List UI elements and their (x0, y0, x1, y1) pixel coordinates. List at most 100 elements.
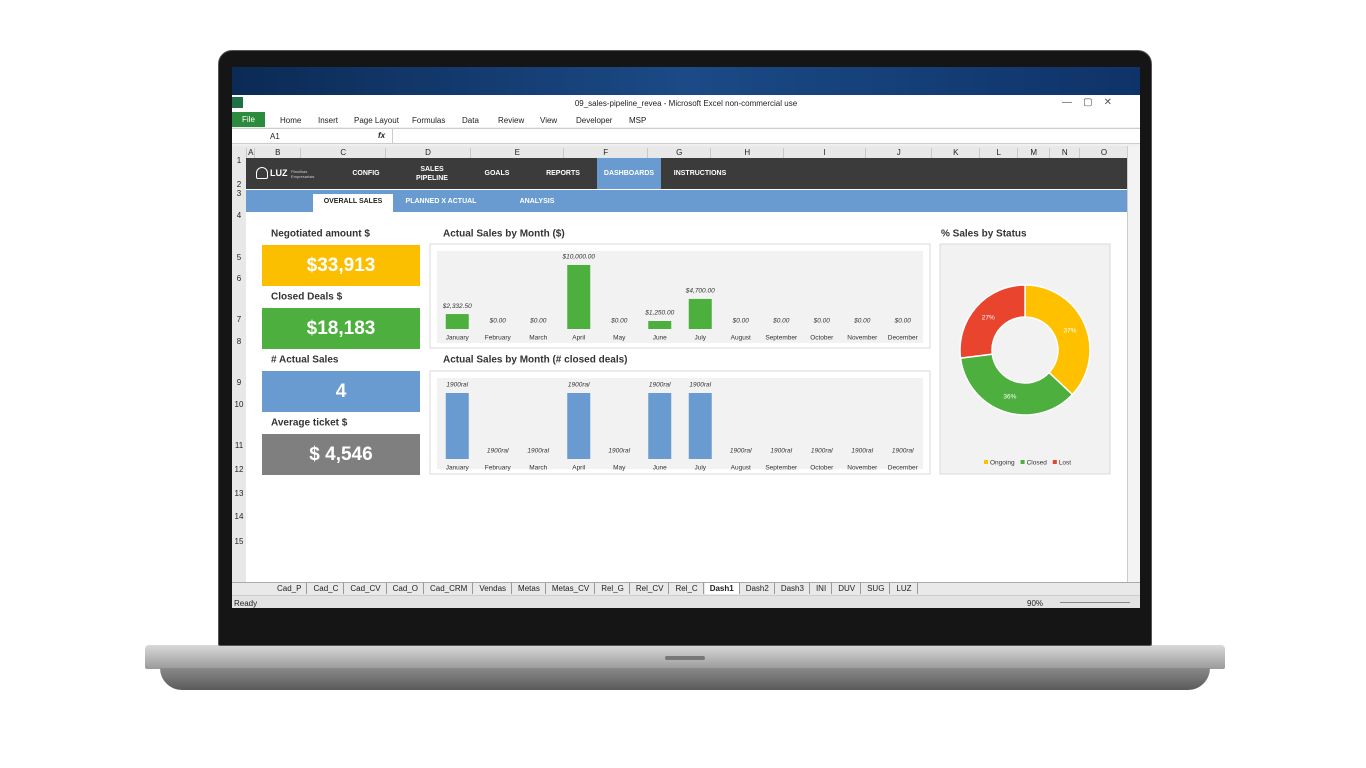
dashboard-nav: LUZ Planilhas Empresariais CONFIG SALES P… (246, 158, 1127, 189)
sheet-tab[interactable]: Cad_CRM (425, 583, 474, 594)
category-label: January (446, 335, 470, 342)
kpi-value: 4 (336, 381, 347, 402)
sheet-tab[interactable]: Dash2 (741, 583, 775, 594)
sheet-tab[interactable]: Cad_P (272, 583, 308, 594)
ribbon-tab[interactable]: Page Layout (354, 116, 399, 125)
nav-item[interactable]: GOALS (484, 170, 510, 177)
column-header: C (300, 148, 386, 158)
category-label: July (694, 335, 706, 342)
vertical-scrollbar[interactable] (1127, 146, 1140, 582)
row-header: 2 (236, 180, 242, 189)
sheet-tab[interactable]: INI (811, 583, 833, 594)
value-label: 1900ral (568, 382, 590, 389)
category-label: May (613, 465, 626, 472)
category-label: October (810, 335, 834, 342)
nav-item[interactable]: SALES PIPELINE (416, 165, 448, 182)
sheet-tab[interactable]: Metas (513, 583, 546, 594)
sheet-tab[interactable]: SUG (862, 583, 891, 594)
sheet-tab[interactable]: Rel_G (596, 583, 630, 594)
status-bar: Ready 90% (232, 595, 1140, 608)
row-header: 11 (234, 441, 244, 450)
category-label: July (694, 465, 706, 472)
sheet-tab[interactable]: Dash3 (776, 583, 810, 594)
subtab[interactable]: OVERALL SALES (313, 194, 393, 212)
chart-title: % Sales by Status (941, 229, 1027, 240)
value-label: $0.00 (489, 318, 507, 325)
title-bar: 09_sales-pipeline_revea - Microsoft Exce… (232, 95, 1140, 113)
sheet-tabs: Cad_P Cad_C Cad_CV Cad_O Cad_CRM Vendas Metas M… (232, 582, 1140, 595)
column-header: G (646, 148, 712, 158)
kpi-label: Average ticket $ (271, 418, 348, 429)
ribbon-tab[interactable]: View (540, 116, 558, 125)
row-header: 14 (234, 512, 244, 521)
value-label: $0.00 (529, 318, 547, 325)
category-label: November (847, 335, 878, 342)
sheet-tab[interactable]: DUV (833, 583, 862, 594)
nav-item[interactable]: CONFIG (352, 170, 380, 177)
value-label: $0.00 (732, 318, 750, 325)
subtab[interactable]: ANALYSIS (519, 198, 555, 205)
subtab[interactable]: PLANNED X ACTUAL (405, 198, 477, 205)
window-title: 09_sales-pipeline_revea - Microsoft Exce… (574, 99, 798, 108)
dashboard-canvas: Negotiated amount $ $33,913 Closed Deals $… (262, 229, 1111, 475)
ribbon-tab[interactable]: Formulas (412, 116, 446, 125)
ribbon-tab[interactable]: Home (280, 116, 302, 125)
donut-slice (1024, 284, 1091, 396)
name-box[interactable]: A1 (270, 132, 280, 141)
bar (648, 393, 672, 459)
column-header: B (253, 148, 302, 158)
ribbon-tab[interactable]: Data (462, 116, 479, 125)
nav-item[interactable]: DASHBOARDS (597, 158, 661, 189)
value-label: $0.00 (772, 318, 790, 325)
desktop-background (232, 67, 1140, 95)
column-header: M (1017, 148, 1050, 158)
ribbon-tab[interactable]: File (232, 112, 265, 127)
formula-icon[interactable]: fx (378, 131, 386, 140)
sheet-tab[interactable]: Cad_C (308, 583, 345, 594)
kpi-label: # Actual Sales (271, 355, 339, 366)
column-header: A (246, 148, 255, 158)
sheet-tab[interactable]: Cad_O (388, 583, 424, 594)
nav-item[interactable]: REPORTS (546, 170, 580, 177)
value-label: $0.00 (610, 318, 628, 325)
row-header: 3 (236, 189, 242, 198)
sheet-tab[interactable]: Dash1 (704, 583, 740, 594)
sheet-tab[interactable]: Rel_C (670, 583, 704, 594)
category-label: April (572, 335, 586, 342)
bar (648, 321, 672, 329)
sheet-tab[interactable]: Cad_CV (345, 583, 387, 594)
value-label: $1,250.00 (644, 310, 674, 317)
row-header: 13 (234, 489, 244, 498)
kpi-value: $ 4,546 (309, 444, 372, 465)
column-header: O (1079, 148, 1128, 158)
window-controls[interactable]: — ▢ ✕ (1062, 97, 1113, 108)
value-label: 1900ral (892, 448, 914, 455)
ribbon-tab[interactable]: Developer (576, 116, 613, 125)
value-label: 1900ral (851, 448, 873, 455)
bar (445, 314, 469, 329)
formula-input[interactable] (392, 129, 1139, 143)
kpi-card (262, 245, 420, 286)
sheet-tab[interactable]: Rel_CV (631, 583, 670, 594)
sheet-tab[interactable]: Metas_CV (547, 583, 596, 594)
laptop-base-bottom (160, 668, 1210, 690)
row-header: 12 (234, 465, 244, 474)
sheet-tab[interactable]: LUZ (891, 583, 918, 594)
category-label: February (485, 335, 512, 342)
zoom-slider[interactable] (1060, 602, 1130, 603)
legend-label: Lost (1059, 460, 1071, 467)
value-label: 1900ral (730, 448, 752, 455)
ribbon-tab[interactable]: MSP (629, 116, 647, 125)
ribbon-tab[interactable]: Review (498, 116, 525, 125)
category-label: October (810, 465, 834, 472)
ribbon-tab[interactable]: Insert (318, 116, 339, 125)
sheet-tab[interactable]: Vendas (474, 583, 513, 594)
kpi-card (262, 434, 420, 475)
value-label: 1900ral (689, 382, 711, 389)
category-label: June (653, 335, 667, 342)
nav-item[interactable]: INSTRUCTIONS (673, 170, 727, 177)
column-header: H (710, 148, 784, 158)
legend-swatch (984, 460, 988, 464)
row-header: 9 (236, 378, 242, 387)
